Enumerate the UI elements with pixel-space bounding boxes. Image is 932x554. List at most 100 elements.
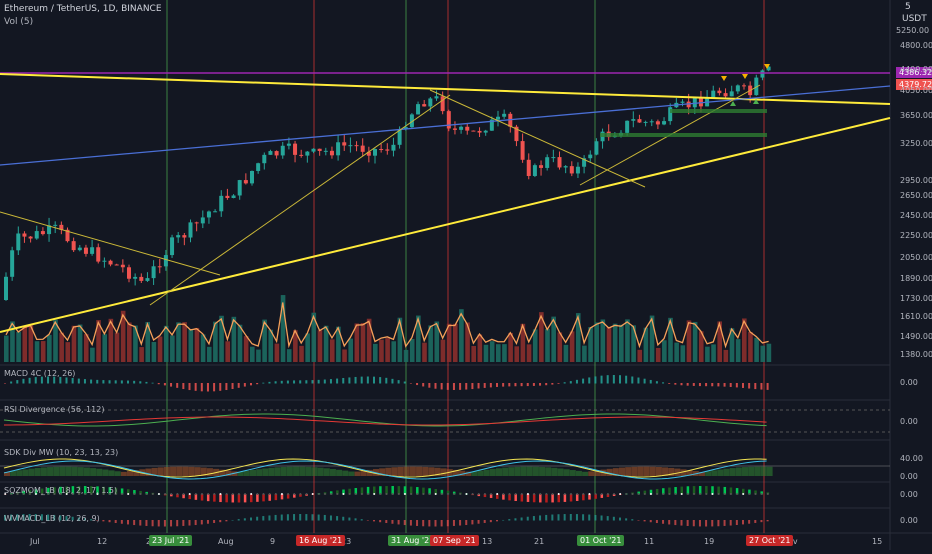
candle-body bbox=[588, 154, 593, 159]
macd-histogram-bar bbox=[619, 375, 621, 384]
squeeze-momentum-bar bbox=[612, 494, 616, 497]
squeeze-dot bbox=[736, 493, 739, 495]
wvmacd-bar bbox=[686, 520, 689, 526]
price-tick-label: 3650.00 bbox=[900, 111, 932, 120]
sdk-area bbox=[643, 466, 650, 476]
macd-label[interactable]: MACD 4C (12, 26) bbox=[4, 369, 76, 378]
macd-histogram-bar bbox=[176, 383, 179, 388]
wvmacd-bar bbox=[4, 514, 6, 521]
sdk-area bbox=[47, 467, 54, 476]
candle-body bbox=[551, 157, 556, 159]
wvmacd-bar bbox=[588, 514, 591, 521]
volume-bar bbox=[163, 325, 169, 362]
wvmacd-bar bbox=[176, 520, 179, 527]
sdk-label[interactable]: SDK Div MW (10, 23, 13, 23) bbox=[4, 448, 119, 457]
squeeze-momentum-bar bbox=[280, 494, 284, 500]
squeeze-momentum-bar bbox=[139, 490, 142, 495]
squeeze-momentum-bar bbox=[446, 490, 450, 495]
macd-histogram-bar bbox=[416, 383, 419, 386]
squeeze-dot bbox=[582, 493, 585, 495]
candle-body bbox=[243, 180, 248, 184]
wvmacd-bar bbox=[250, 517, 252, 521]
price-axis-top: 5250.00 bbox=[896, 26, 930, 35]
candle-body bbox=[532, 165, 537, 176]
wvmacd-bar bbox=[83, 518, 86, 521]
macd-histogram-bar bbox=[16, 380, 19, 384]
squeeze-dot bbox=[643, 493, 646, 495]
candle-body bbox=[83, 247, 88, 254]
candle-body bbox=[409, 114, 414, 128]
squeeze-dot bbox=[606, 493, 609, 495]
candle-body bbox=[735, 85, 740, 92]
sdk-area bbox=[680, 469, 687, 476]
candle-body bbox=[219, 195, 224, 212]
candle-body bbox=[655, 121, 660, 125]
macd-histogram-bar bbox=[336, 378, 339, 384]
wvf-label[interactable]: WVMACD_LB (12, 26, 9) bbox=[4, 514, 100, 523]
wvmacd-bar bbox=[157, 520, 160, 527]
price-tick-label: 1890.00 bbox=[900, 274, 932, 283]
candle-body bbox=[151, 266, 156, 279]
wvmacd-bar bbox=[557, 514, 560, 521]
macd-histogram-bar bbox=[403, 381, 406, 384]
candle-body bbox=[4, 276, 8, 300]
candle-body bbox=[385, 149, 390, 151]
sdk-area bbox=[243, 470, 250, 476]
macd-histogram-bar bbox=[323, 379, 326, 384]
squeeze-dot bbox=[563, 493, 566, 495]
wvmacd-bar bbox=[446, 520, 449, 527]
wvmacd-bar bbox=[373, 520, 375, 522]
sdk-area bbox=[90, 468, 97, 476]
macd-histogram-bar bbox=[489, 383, 492, 388]
squeeze-dot bbox=[114, 493, 117, 495]
rsi-label[interactable]: RSI Divergence (56, 112) bbox=[4, 405, 105, 414]
macd-histogram-bar bbox=[760, 383, 763, 390]
macd-histogram-bar bbox=[354, 376, 357, 384]
squeeze-momentum-bar bbox=[600, 494, 604, 498]
wvmacd-bar bbox=[200, 520, 203, 525]
squeeze-dot bbox=[711, 493, 714, 495]
squeeze-dot bbox=[385, 493, 388, 495]
wvmacd-bar bbox=[188, 520, 191, 526]
candle-body bbox=[526, 159, 531, 176]
sdk-area bbox=[317, 467, 324, 476]
wvmacd-bar bbox=[668, 520, 671, 525]
squeeze-dot bbox=[680, 493, 683, 495]
squeeze-dot bbox=[287, 493, 290, 495]
squeeze-momentum-bar bbox=[748, 489, 751, 495]
wvmacd-bar bbox=[766, 520, 769, 522]
macd-histogram-bar bbox=[243, 383, 246, 387]
squeeze-dot bbox=[391, 493, 394, 495]
volume-bar bbox=[145, 322, 151, 362]
symbol-title[interactable]: Ethereum / TetherUS, 1D, BINANCE bbox=[4, 4, 162, 14]
volume-bar bbox=[65, 342, 71, 362]
candle-body bbox=[200, 217, 205, 224]
squeeze-momentum-bar bbox=[231, 494, 235, 503]
wvmacd-bar bbox=[754, 520, 757, 523]
date-event-badge: 31 Aug '21 bbox=[388, 535, 438, 546]
wvmacd-bar bbox=[434, 520, 437, 527]
squeeze-dot bbox=[22, 493, 25, 495]
wvmacd-bar bbox=[342, 516, 345, 521]
macd-histogram-bar bbox=[53, 376, 56, 384]
volume-bar bbox=[34, 341, 40, 362]
wvmacd-bar bbox=[170, 520, 173, 527]
squeeze-dot bbox=[705, 493, 708, 495]
candle-body bbox=[563, 166, 568, 168]
macd-histogram-bar bbox=[145, 381, 148, 384]
volume-bar bbox=[551, 316, 556, 362]
macd-histogram-bar bbox=[96, 379, 99, 384]
squeeze-momentum-bar bbox=[422, 487, 425, 495]
squeeze-dot bbox=[102, 493, 105, 495]
sqz-label[interactable]: SQZMOM_LB (18, 2, 17, 1.5) bbox=[4, 486, 118, 495]
volume-bar bbox=[176, 322, 181, 362]
volume-bar bbox=[182, 322, 187, 362]
volume-bar bbox=[563, 344, 569, 362]
squeeze-dot bbox=[410, 493, 413, 495]
wvmacd-bar bbox=[379, 520, 382, 523]
volume-bar bbox=[120, 310, 126, 362]
volume-bar bbox=[317, 330, 323, 362]
squeeze-momentum-bar bbox=[649, 489, 653, 495]
